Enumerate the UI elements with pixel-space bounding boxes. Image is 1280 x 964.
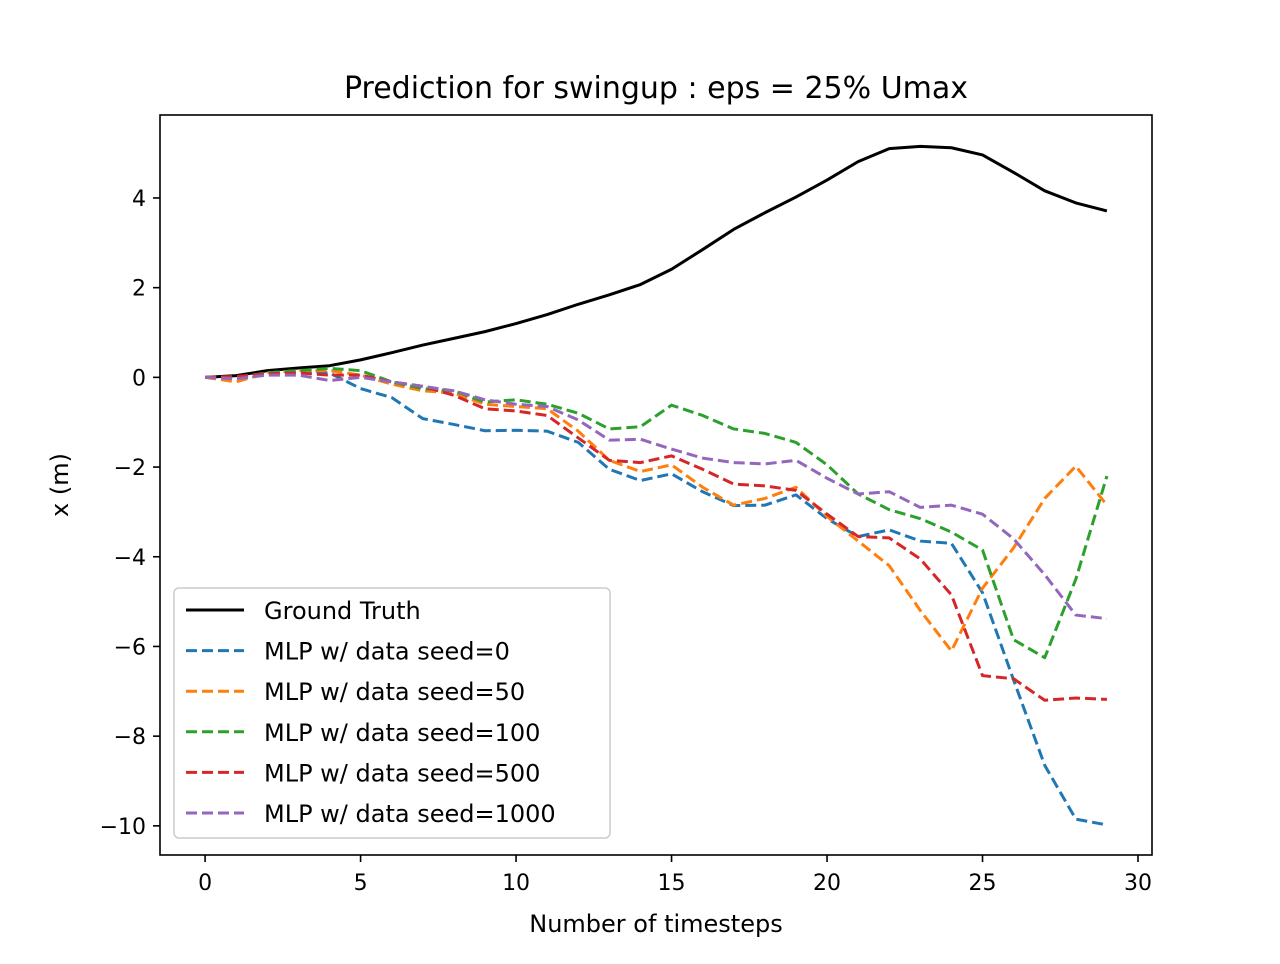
x-tick-label: 0 bbox=[198, 871, 212, 896]
y-tick-label: −4 bbox=[114, 546, 146, 571]
x-tick-label: 20 bbox=[813, 871, 841, 896]
legend-entry-3: MLP w/ data seed=100 bbox=[264, 719, 540, 747]
legend-entry-1: MLP w/ data seed=0 bbox=[264, 638, 510, 666]
y-tick-label: −6 bbox=[114, 635, 146, 660]
series-line-4 bbox=[205, 371, 1107, 702]
legend-entry-4: MLP w/ data seed=500 bbox=[264, 759, 540, 787]
x-tick-label: 10 bbox=[502, 871, 530, 896]
y-tick-label: 2 bbox=[132, 277, 146, 302]
legend: Ground Truth MLP w/ data seed=0 MLP w/ dat… bbox=[173, 587, 611, 839]
y-tick-label: −10 bbox=[100, 815, 146, 840]
y-tick-label: −8 bbox=[114, 725, 146, 750]
legend-box bbox=[173, 587, 611, 839]
series-line-5 bbox=[205, 373, 1108, 621]
chart-title: Prediction for swingup : eps = 25% Umax bbox=[344, 71, 968, 106]
x-tick-label: 15 bbox=[658, 871, 686, 896]
series-line-3 bbox=[205, 366, 1109, 660]
legend-entry-0: Ground Truth bbox=[264, 597, 421, 625]
x-axis-label: Number of timesteps bbox=[529, 910, 782, 938]
x-tick-label: 25 bbox=[969, 871, 997, 896]
legend-entry-5: MLP w/ data seed=1000 bbox=[264, 800, 556, 828]
y-tick-label: −2 bbox=[114, 456, 146, 481]
y-tick-label: 4 bbox=[132, 187, 146, 212]
series-line-0 bbox=[205, 144, 1108, 379]
x-tick-label: 5 bbox=[354, 871, 368, 896]
y-tick-label: 0 bbox=[132, 366, 146, 391]
series-line-1 bbox=[205, 369, 1108, 827]
x-tick-label: 30 bbox=[1124, 871, 1152, 896]
plot-frame bbox=[159, 114, 1153, 856]
y-axis-label: x (m) bbox=[46, 453, 74, 517]
legend-entry-2: MLP w/ data seed=50 bbox=[264, 678, 525, 706]
plot-lines bbox=[204, 144, 1109, 827]
